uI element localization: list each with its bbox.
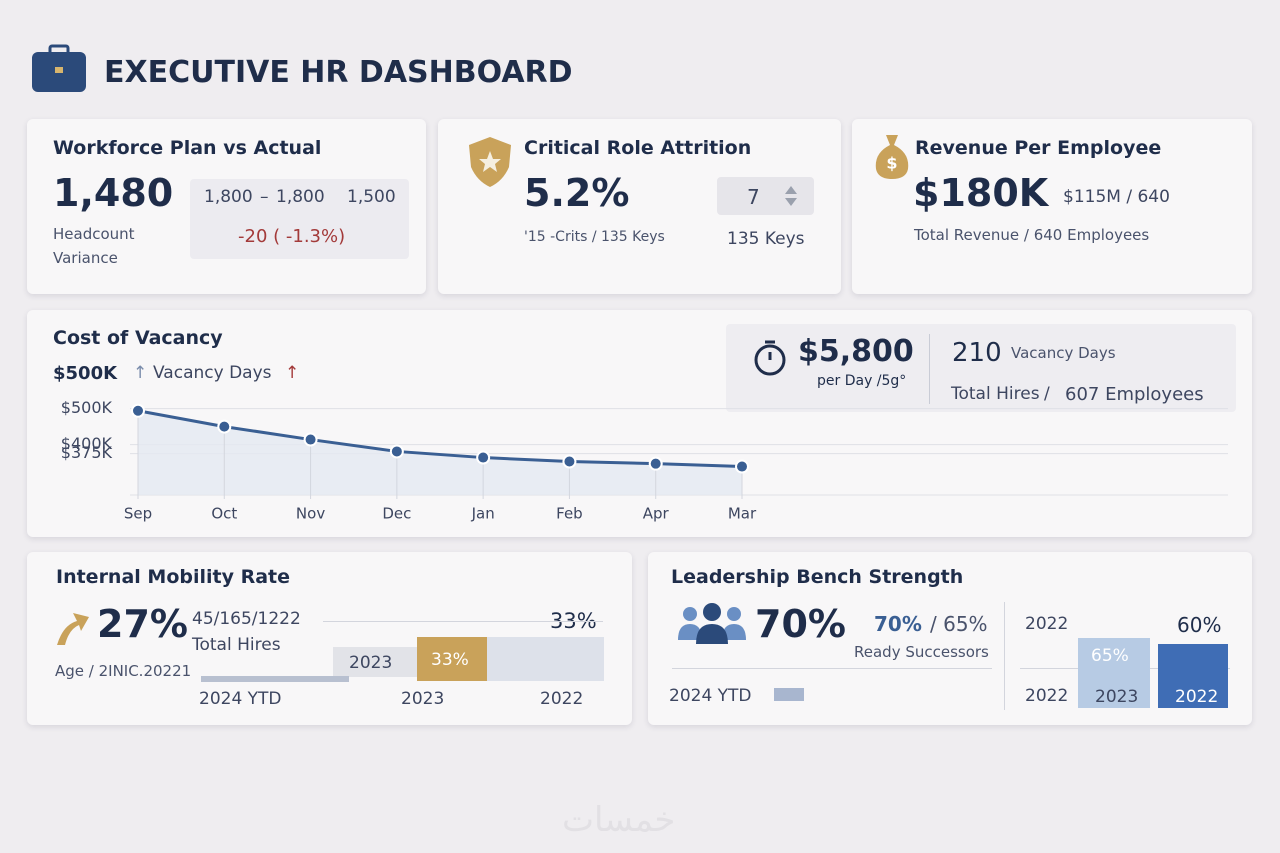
- ytd-label: 2024 YTD: [669, 686, 752, 706]
- shield-icon: [469, 137, 511, 187]
- ready-label: Ready Successors: [854, 643, 989, 661]
- compare-value: 70%: [874, 612, 922, 636]
- year-label: 2022: [1025, 614, 1069, 634]
- vacancy-summary-box: $5,800 per Day /5g° 210 Vacancy Days Tot…: [726, 324, 1236, 412]
- stepper-value: 7: [747, 185, 760, 209]
- revenue-card: $ Revenue Per Employee $180K $115M / 640…: [852, 119, 1252, 294]
- separator: /: [1044, 384, 1050, 404]
- card-title: Revenue Per Employee: [915, 137, 1162, 159]
- kpi-value: 1,480: [53, 171, 174, 215]
- kpi-note: '15 -Crits / 135 Keys: [524, 229, 665, 245]
- card-title: Leadership Bench Strength: [671, 566, 964, 588]
- kpi-label: Headcount: [53, 225, 135, 243]
- ratio: $115M / 640: [1063, 187, 1170, 207]
- workforce-card: Workforce Plan vs Actual 1,480 Headcount…: [27, 119, 426, 294]
- x-label: 2023: [401, 689, 445, 709]
- attrition-card: Critical Role Attrition 5.2% '15 -Crits …: [438, 119, 841, 294]
- bar: [1158, 644, 1228, 708]
- kpi-value: 27%: [97, 602, 188, 646]
- bar-label: 65%: [1091, 646, 1129, 666]
- compare-previous: / 65%: [930, 612, 988, 636]
- per-day-value: $5,800: [798, 334, 914, 369]
- bar: [774, 688, 804, 701]
- kpi-value: $180K: [913, 171, 1049, 215]
- legend-label: Vacancy Days: [153, 363, 272, 383]
- year-label: 2022: [1175, 687, 1219, 707]
- dashboard-title: EXECUTIVE HR DASHBOARD: [104, 55, 573, 90]
- vacancy-card: Cost of Vacancy $500K ↑ Vacancy Days ↑ $…: [27, 310, 1252, 537]
- card-title: Workforce Plan vs Actual: [53, 137, 322, 159]
- timer-icon: [754, 340, 786, 376]
- kpi-label: Variance: [53, 249, 118, 267]
- bar-label: 33%: [431, 650, 469, 670]
- stepper[interactable]: 7: [717, 177, 814, 215]
- days-label: Vacancy Days: [1011, 344, 1116, 362]
- kpi-value: 70%: [755, 602, 846, 646]
- x-label: 2022: [540, 689, 584, 709]
- ratio: 45/165/1222: [192, 609, 301, 629]
- plan-value: 1,800: [204, 187, 253, 207]
- right-value: 60%: [1177, 613, 1222, 637]
- bar: [417, 637, 487, 681]
- year-label: 2022: [1025, 686, 1069, 706]
- bar: [201, 676, 349, 682]
- bar: [1078, 638, 1150, 708]
- actual-value: 1,500: [347, 187, 396, 207]
- variance: -20 ( -1.3%): [238, 226, 346, 247]
- hires-label: Total Hires: [192, 635, 281, 655]
- card-title: Critical Role Attrition: [524, 137, 752, 159]
- employees-label: 607 Employees: [1065, 384, 1204, 405]
- card-title: Internal Mobility Rate: [56, 566, 291, 588]
- money-bag-icon: $: [875, 135, 909, 179]
- summary-value: $500K: [53, 363, 118, 384]
- kpi-note: Total Revenue / 640 Employees: [914, 226, 1150, 244]
- x-label: 2024 YTD: [199, 689, 282, 709]
- svg-text:$: $: [886, 154, 897, 173]
- card-title: Cost of Vacancy: [53, 327, 223, 349]
- per-day-label: per Day /5g°: [817, 373, 907, 389]
- year-label: 2023: [1095, 687, 1139, 707]
- bar-label: 2023: [349, 653, 393, 673]
- briefcase-lock: [55, 67, 63, 73]
- days-value: 210: [952, 338, 1002, 368]
- plan-separator: –: [260, 187, 269, 207]
- plan-box: 1,800 – 1,800 1,500 -20 ( -1.3%): [190, 179, 409, 259]
- watermark: خمسات: [562, 800, 676, 840]
- briefcase-handle: [48, 44, 70, 56]
- bar: [333, 647, 419, 677]
- bench-card: Leadership Bench Strength 70% 70% / 65% …: [648, 552, 1252, 725]
- star: [479, 151, 501, 172]
- mobility-card: Internal Mobility Rate 27% 45/165/1222 T…: [27, 552, 632, 725]
- keys-label: 135 Keys: [727, 229, 805, 249]
- growth-arrow-icon: [57, 613, 89, 645]
- bar: [487, 637, 604, 681]
- people-icon: [678, 603, 746, 644]
- plan-value: 1,800: [276, 187, 325, 207]
- kpi-value: 5.2%: [524, 171, 630, 215]
- stepper-arrows[interactable]: [783, 184, 799, 208]
- age-label: Age / 2INIC.20221: [55, 662, 192, 680]
- hires-label: Total Hires: [951, 384, 1040, 404]
